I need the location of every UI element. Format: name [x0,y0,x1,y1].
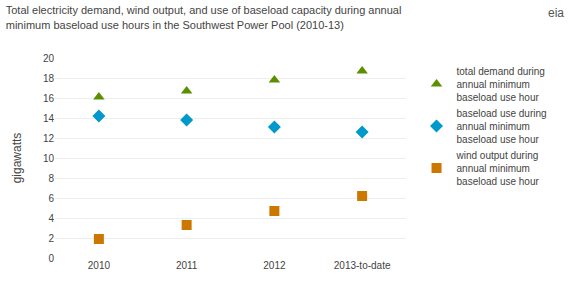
svg-text:12: 12 [43,133,55,144]
svg-text:total demand duringannual mini: total demand duringannual minimumbaseloa… [457,66,545,103]
svg-text:10: 10 [43,153,55,164]
svg-text:2011: 2011 [176,260,198,271]
svg-text:20: 20 [43,53,55,64]
svg-text:18: 18 [43,73,55,84]
svg-text:gigawatts: gigawatts [10,133,24,184]
svg-text:2013-to-date: 2013-to-date [334,260,391,271]
svg-text:2: 2 [48,233,54,244]
svg-text:2012: 2012 [263,260,286,271]
svg-text:8: 8 [48,173,54,184]
svg-text:0: 0 [48,253,54,264]
svg-text:16: 16 [43,93,55,104]
svg-text:baseload use duringannual mini: baseload use duringannual minimumbaseloa… [457,108,547,145]
svg-text:eia: eia [548,6,564,20]
svg-text:Total electricity demand, wind: Total electricity demand, wind output, a… [6,4,402,30]
svg-text:6: 6 [48,193,54,204]
svg-text:4: 4 [48,213,54,224]
svg-text:14: 14 [43,113,55,124]
svg-text:wind output duringannual minim: wind output duringannual minimumbaseload… [456,150,540,187]
svg-text:2010: 2010 [88,260,111,271]
